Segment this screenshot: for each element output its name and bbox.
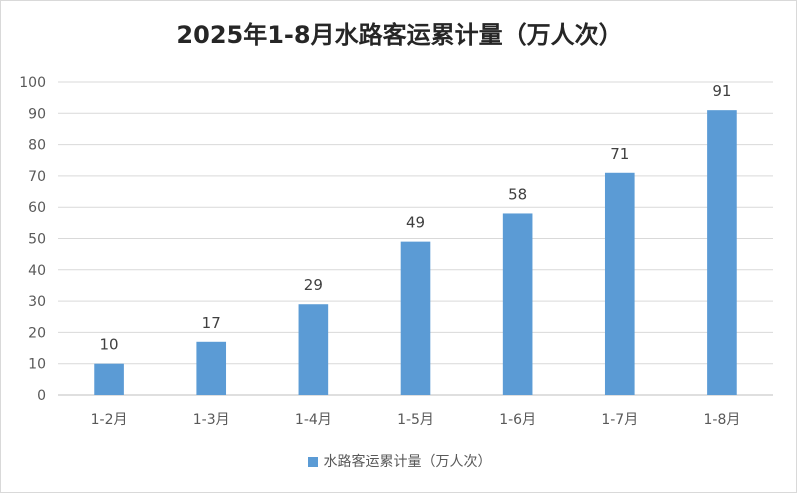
- legend-swatch: [307, 457, 318, 467]
- x-tick-label: 1-3月: [193, 412, 230, 428]
- chart-legend: 水路客运累计量（万人次）: [1, 451, 797, 471]
- data-label: 10: [100, 336, 119, 354]
- y-tick-label: 0: [37, 388, 46, 404]
- x-tick-label: 1-6月: [499, 412, 536, 428]
- x-tick-label: 1-5月: [397, 412, 434, 428]
- x-tick-label: 1-7月: [601, 412, 638, 428]
- y-tick-label: 40: [28, 263, 46, 279]
- y-tick-label: 50: [28, 232, 46, 248]
- data-label: 71: [610, 145, 629, 163]
- bar: [298, 304, 329, 395]
- bar: [707, 110, 737, 396]
- y-tick-label: 70: [28, 169, 46, 185]
- bar: [400, 241, 431, 395]
- data-label: 29: [304, 276, 323, 294]
- x-tick-label: 1-8月: [703, 412, 740, 428]
- x-tick-label: 1-2月: [91, 412, 128, 428]
- bar: [502, 213, 533, 395]
- y-tick-label: 80: [28, 138, 46, 154]
- y-tick-label: 60: [28, 200, 46, 216]
- y-tick-label: 10: [28, 357, 46, 373]
- y-tick-label: 20: [28, 325, 46, 341]
- chart-title: 2025年1-8月水路客运累计量（万人次）: [176, 21, 623, 49]
- bar: [604, 172, 635, 395]
- data-label: 17: [202, 314, 221, 332]
- legend-label: 水路客运累计量（万人次）: [323, 454, 492, 470]
- bar: [196, 341, 227, 395]
- y-tick-label: 90: [28, 106, 46, 122]
- data-label: 49: [406, 214, 425, 232]
- bar: [94, 363, 124, 395]
- data-label: 58: [508, 185, 527, 203]
- y-tick-label: 100: [19, 75, 46, 91]
- x-tick-label: 1-4月: [295, 412, 332, 428]
- y-tick-label: 30: [28, 294, 46, 310]
- data-label: 91: [712, 82, 731, 100]
